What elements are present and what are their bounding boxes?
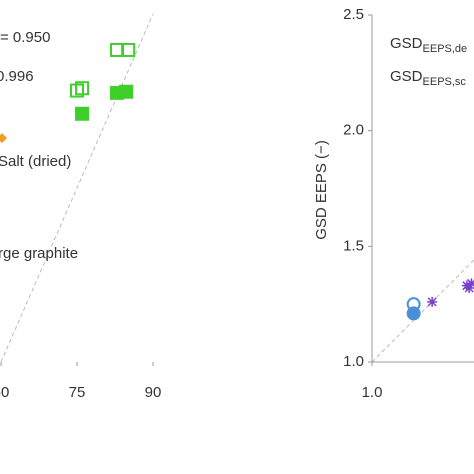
diagonal [371,259,474,363]
x-tick-label: 90 [145,384,162,401]
legend-subscript: EEPS,de [423,43,468,55]
legend-text: GSD [390,68,423,85]
point [0,133,8,144]
annotation: = 0.950 [0,29,50,46]
y-tick-label: 1.5 [343,237,364,254]
annotation: 0.996 [0,68,34,85]
x-tick-label: 60 [0,384,9,401]
point [466,278,474,289]
y-tick-label: 1.0 [343,353,364,370]
y-tick-label: 2.5 [343,6,364,23]
point [119,84,134,99]
legend-text: GSD [390,35,423,52]
annotation: Salt (dried) [0,153,71,170]
annotation: rge graphite [0,245,78,262]
legend-entry: GSDEEPS,de [390,35,467,55]
legend-subscript: EEPS,sc [423,76,467,88]
point [121,42,136,57]
point [75,106,90,121]
x-tick-label: 75 [69,384,86,401]
y-axis-label: GSD EEPS (−) [313,140,330,240]
point [70,83,84,98]
x-tick-label: 1.0 [362,384,383,401]
point [427,296,438,307]
diagonal [0,13,154,363]
legend-entry: GSDEEPS,sc [390,68,466,88]
y-tick-label: 2.0 [343,122,364,139]
point [406,306,421,321]
point [464,282,474,293]
